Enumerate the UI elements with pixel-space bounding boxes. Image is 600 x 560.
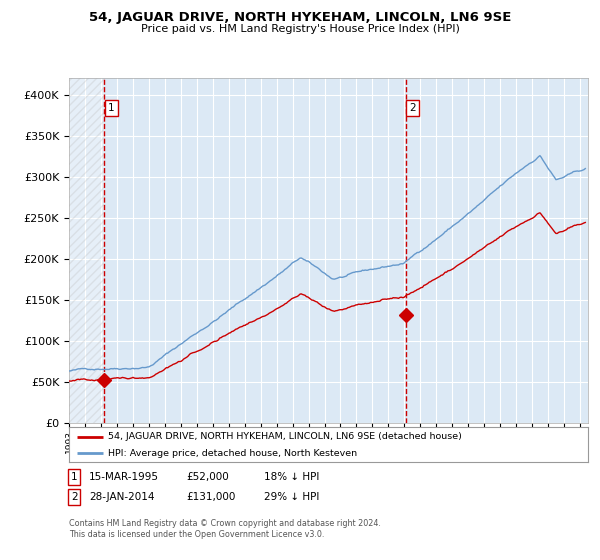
Text: Price paid vs. HM Land Registry's House Price Index (HPI): Price paid vs. HM Land Registry's House … — [140, 24, 460, 34]
Text: 1: 1 — [71, 472, 77, 482]
Text: 54, JAGUAR DRIVE, NORTH HYKEHAM, LINCOLN, LN6 9SE (detached house): 54, JAGUAR DRIVE, NORTH HYKEHAM, LINCOLN… — [108, 432, 462, 441]
Text: 1: 1 — [108, 103, 115, 113]
Text: 2: 2 — [410, 103, 416, 113]
Text: 15-MAR-1995: 15-MAR-1995 — [89, 472, 159, 482]
Text: £131,000: £131,000 — [186, 492, 235, 502]
Text: £52,000: £52,000 — [186, 472, 229, 482]
Text: Contains HM Land Registry data © Crown copyright and database right 2024.
This d: Contains HM Land Registry data © Crown c… — [69, 519, 381, 539]
Bar — [69, 78, 104, 423]
Text: 28-JAN-2014: 28-JAN-2014 — [89, 492, 154, 502]
Text: 18% ↓ HPI: 18% ↓ HPI — [264, 472, 319, 482]
Text: 29% ↓ HPI: 29% ↓ HPI — [264, 492, 319, 502]
Text: HPI: Average price, detached house, North Kesteven: HPI: Average price, detached house, Nort… — [108, 449, 357, 458]
Text: 54, JAGUAR DRIVE, NORTH HYKEHAM, LINCOLN, LN6 9SE: 54, JAGUAR DRIVE, NORTH HYKEHAM, LINCOLN… — [89, 11, 511, 24]
Text: 2: 2 — [71, 492, 77, 502]
